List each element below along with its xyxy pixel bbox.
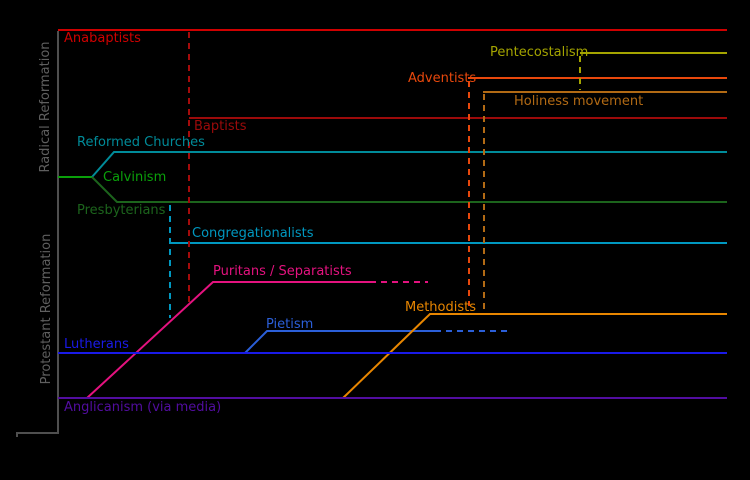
methodists-line <box>342 313 727 399</box>
presbyterians-label: Presbyterians <box>77 203 166 218</box>
adventists-label: Adventists <box>408 71 477 86</box>
anglicanism-label: Anglicanism (via media) <box>64 400 222 415</box>
radical-reformation-label: Radical Reformation <box>38 41 53 173</box>
anabaptists-label: Anabaptists <box>64 31 141 46</box>
methodists-label: Methodists <box>405 300 477 315</box>
protestant-reformation-label: Protestant Reformation <box>39 233 54 385</box>
reformed-churches-line <box>91 151 727 178</box>
pietism-line <box>244 330 435 354</box>
baptists-label: Baptists <box>194 119 247 134</box>
pietism-label: Pietism <box>266 317 314 332</box>
puritans-separatists-label: Puritans / Separatists <box>213 264 352 279</box>
puritans-separatists-line <box>86 281 370 399</box>
holiness-movement-label: Holiness movement <box>514 94 644 109</box>
calvinism-label: Calvinism <box>103 170 167 185</box>
presbyterians-line <box>91 176 727 203</box>
pentecostalism-label: Pentecostalism <box>490 45 589 60</box>
reformed-churches-label: Reformed Churches <box>77 135 205 150</box>
lutherans-label: Lutherans <box>64 337 129 352</box>
congregationalists-label: Congregationalists <box>192 226 314 241</box>
trunk-line <box>16 31 59 437</box>
